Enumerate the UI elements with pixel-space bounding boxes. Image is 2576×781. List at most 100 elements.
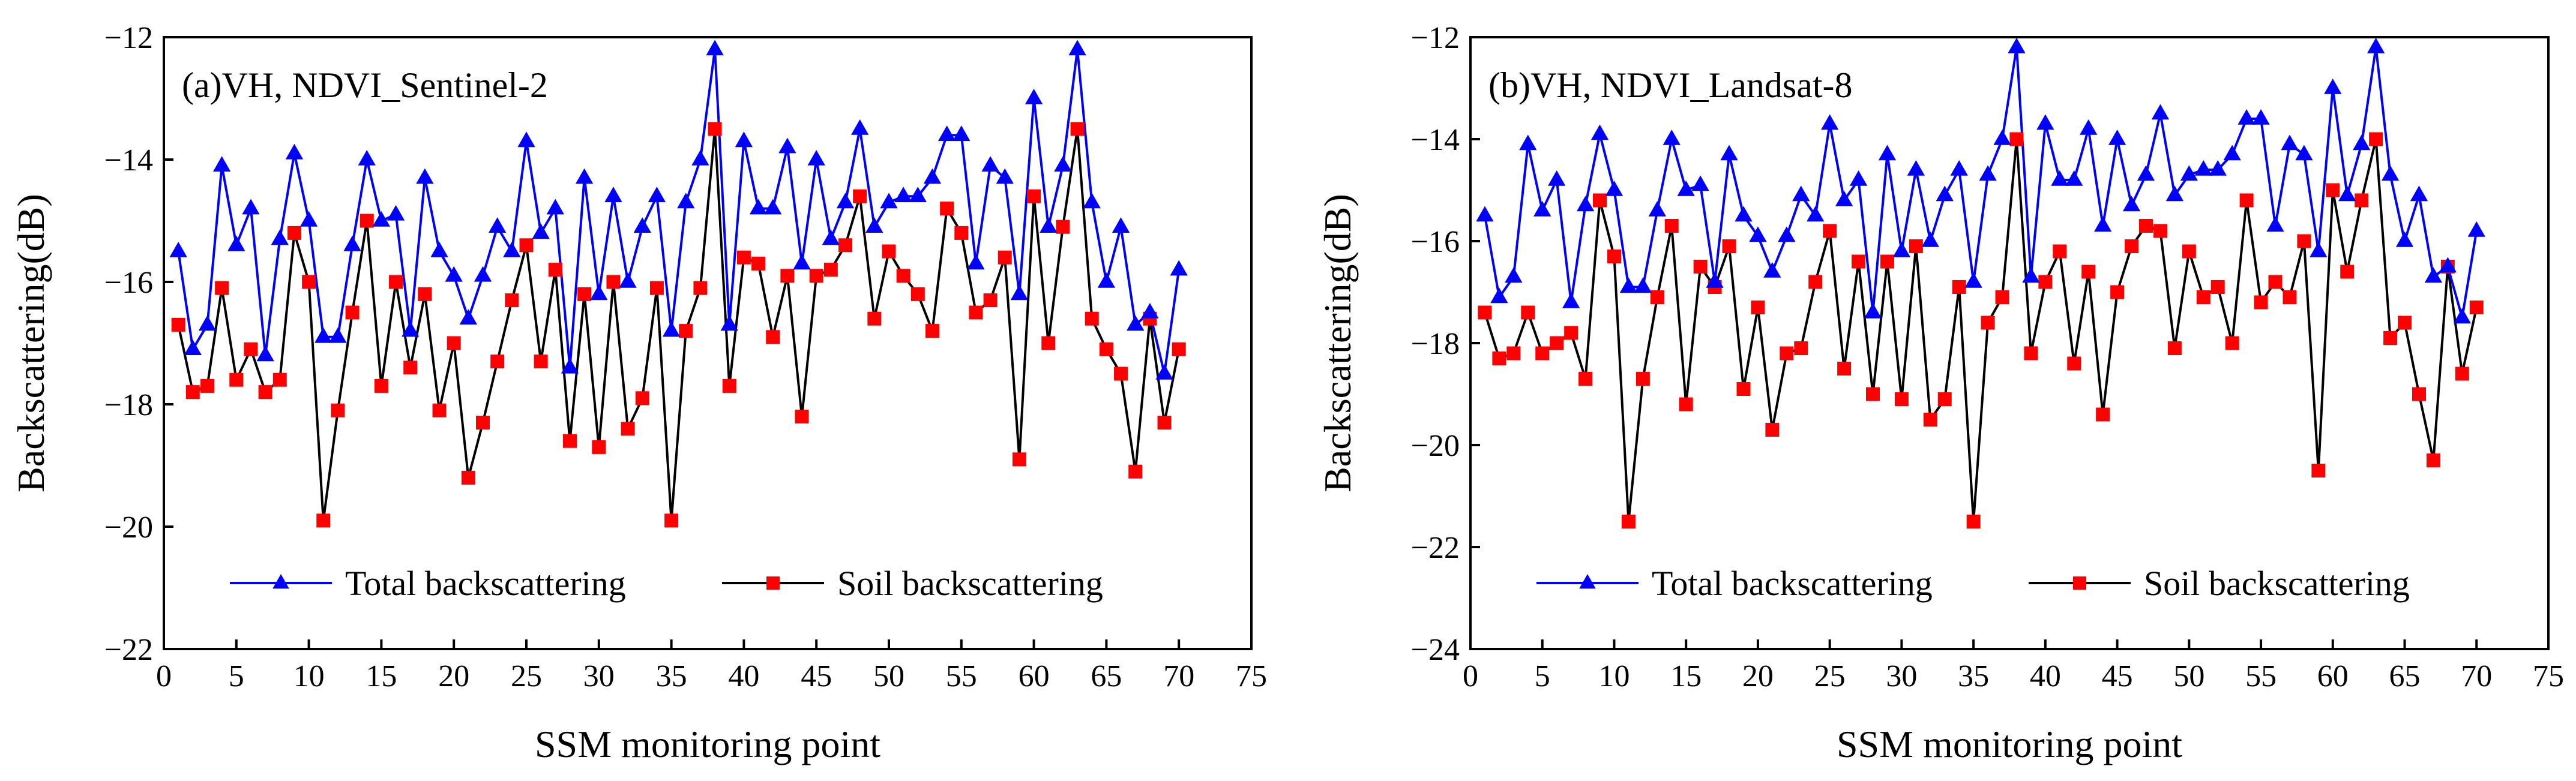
total-point bbox=[1112, 217, 1130, 233]
total-point bbox=[430, 241, 448, 257]
soil-point bbox=[1679, 397, 1693, 411]
soil-point bbox=[2283, 290, 2297, 304]
soil-point bbox=[2053, 244, 2067, 259]
soil-point bbox=[1012, 452, 1026, 467]
total-point bbox=[735, 131, 753, 148]
soil-point bbox=[244, 342, 258, 356]
total-point bbox=[1476, 206, 1494, 222]
total-point bbox=[242, 199, 260, 215]
total-point bbox=[1040, 217, 1058, 233]
total-point bbox=[1141, 302, 1159, 319]
total-point bbox=[2065, 170, 2083, 186]
soil-point bbox=[1521, 305, 1535, 320]
soil-point bbox=[2225, 336, 2239, 350]
soil-point bbox=[171, 317, 185, 332]
soil-point bbox=[519, 238, 534, 253]
x-tick-label: 20 bbox=[1742, 659, 1774, 693]
total-point bbox=[445, 266, 463, 282]
total-point bbox=[894, 187, 912, 202]
soil-point bbox=[896, 269, 910, 283]
total-series-line bbox=[177, 49, 1181, 374]
panel-label: (a)VH, NDVI_Sentinel-2 bbox=[182, 65, 548, 105]
x-tick-label: 10 bbox=[1598, 659, 1630, 693]
soil-point bbox=[2469, 301, 2484, 314]
x-tick-label: 30 bbox=[1886, 659, 1917, 693]
x-tick-label: 65 bbox=[2389, 659, 2421, 693]
soil-point bbox=[1564, 326, 1578, 340]
soil-point bbox=[2455, 367, 2469, 381]
total-point bbox=[1950, 160, 1968, 176]
total-point bbox=[1548, 170, 1566, 186]
soil-point bbox=[910, 287, 925, 301]
total-point bbox=[2108, 129, 2126, 145]
soil-point bbox=[693, 281, 708, 295]
x-tick-label: 35 bbox=[1958, 659, 1989, 693]
total-point bbox=[1807, 206, 1825, 222]
total-point bbox=[212, 156, 231, 172]
total-point bbox=[169, 241, 187, 257]
x-tick-label: 35 bbox=[656, 659, 687, 693]
total-point bbox=[2080, 119, 2098, 135]
total-point bbox=[1691, 175, 1709, 191]
total-point bbox=[1778, 226, 1796, 242]
total-point bbox=[1792, 185, 1810, 202]
soil-point bbox=[925, 324, 939, 338]
soil-series-line bbox=[1484, 139, 2478, 522]
soil-point bbox=[272, 373, 287, 387]
soil-point bbox=[1636, 372, 1650, 386]
total-point bbox=[2310, 241, 2328, 257]
y-tick-label: −22 bbox=[1411, 531, 1460, 565]
total-point bbox=[256, 346, 274, 362]
total-point bbox=[1170, 260, 1188, 276]
total-point bbox=[387, 205, 405, 221]
soil-point bbox=[1837, 362, 1852, 376]
soil-point bbox=[2196, 290, 2210, 304]
y-tick-label: −12 bbox=[1411, 21, 1460, 55]
soil-point bbox=[2038, 275, 2053, 289]
y-tick-label: −14 bbox=[1411, 123, 1460, 157]
soil-point bbox=[1693, 260, 1708, 274]
soil-point bbox=[2067, 356, 2081, 371]
soil-point bbox=[2125, 239, 2139, 253]
total-point bbox=[1619, 277, 1638, 293]
total-point bbox=[503, 241, 521, 257]
soil-point bbox=[1952, 280, 1966, 294]
total-point bbox=[1605, 180, 1624, 196]
total-point bbox=[314, 327, 333, 343]
soil-point bbox=[2311, 464, 2326, 477]
total-point bbox=[2467, 221, 2485, 237]
y-tick-label: −24 bbox=[1411, 633, 1460, 667]
total-point bbox=[343, 235, 361, 251]
soil-point bbox=[838, 238, 853, 253]
soil-point bbox=[1909, 239, 1923, 253]
legend-total-marker bbox=[1579, 574, 1596, 589]
total-point bbox=[1720, 145, 1738, 161]
total-point bbox=[1749, 226, 1767, 242]
soil-point bbox=[621, 422, 635, 436]
total-point bbox=[749, 199, 768, 215]
total-point bbox=[1979, 165, 1997, 181]
soil-point bbox=[2369, 132, 2383, 146]
soil-point bbox=[562, 434, 577, 448]
soil-point bbox=[954, 226, 969, 240]
soil-point bbox=[998, 250, 1012, 265]
total-point bbox=[822, 229, 840, 245]
soil-point bbox=[1607, 250, 1621, 263]
y-tick-label: −20 bbox=[1411, 429, 1460, 463]
y-tick-label: −14 bbox=[104, 143, 153, 178]
soil-point bbox=[505, 293, 519, 308]
soil-point bbox=[1780, 346, 1794, 361]
soil-point bbox=[229, 373, 244, 387]
total-point bbox=[2281, 134, 2299, 151]
total-point bbox=[1010, 284, 1029, 301]
x-tick-label: 40 bbox=[728, 659, 759, 693]
total-point bbox=[299, 211, 318, 227]
x-tick-label: 30 bbox=[583, 659, 615, 693]
total-point bbox=[1892, 241, 1911, 257]
x-tick-label: 55 bbox=[2245, 659, 2277, 693]
legend-soil-marker bbox=[2073, 576, 2086, 590]
soil-point bbox=[1157, 416, 1172, 430]
total-point bbox=[2036, 114, 2054, 130]
total-point bbox=[604, 187, 622, 202]
soil-point bbox=[635, 391, 649, 405]
